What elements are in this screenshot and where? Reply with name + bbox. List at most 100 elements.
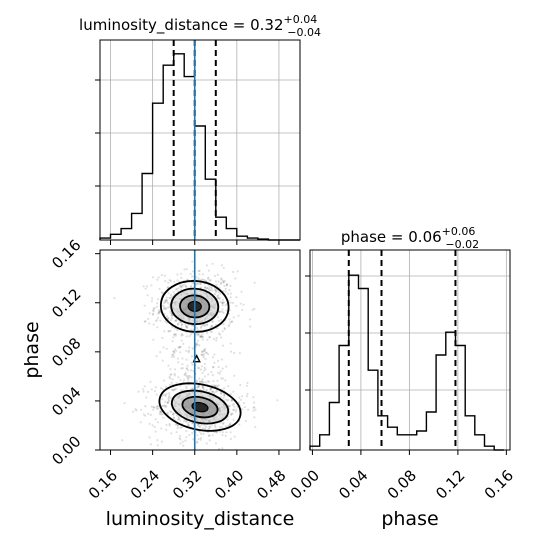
- sample-point: [152, 408, 155, 411]
- xlabel-luminosity-distance: luminosity_distance: [106, 508, 295, 530]
- sample-point: [198, 344, 201, 347]
- sample-point: [180, 285, 183, 288]
- sample-point: [148, 312, 151, 315]
- sample-point: [173, 280, 176, 283]
- sample-point: [242, 303, 245, 306]
- x-tick-label: 0.24: [127, 466, 163, 502]
- sample-point: [195, 275, 198, 279]
- sample-point: [221, 344, 224, 347]
- sample-point: [214, 391, 217, 394]
- sample-point: [164, 393, 167, 396]
- sample-point: [146, 390, 150, 393]
- sample-point: [215, 283, 218, 286]
- sample-point: [168, 424, 171, 427]
- sample-point: [212, 380, 215, 383]
- sample-point: [185, 385, 188, 388]
- sample-point: [246, 381, 249, 384]
- sample-point: [216, 390, 219, 393]
- sample-point: [205, 426, 208, 429]
- contours: [158, 280, 242, 432]
- sample-point: [157, 311, 160, 314]
- sample-point: [180, 367, 183, 370]
- sample-point: [205, 264, 208, 267]
- sample-point: [199, 430, 202, 433]
- sample-point: [159, 410, 162, 413]
- sample-point: [197, 283, 200, 286]
- sample-point: [199, 438, 202, 441]
- sample-point: [165, 405, 168, 408]
- sample-point: [195, 342, 199, 345]
- sample-point: [155, 406, 158, 409]
- sample-point: [200, 380, 204, 383]
- sample-point: [160, 291, 163, 294]
- sample-point: [237, 401, 241, 404]
- sample-point: [233, 405, 236, 408]
- sample-point: [232, 402, 235, 405]
- sample-point: [167, 292, 170, 295]
- sample-point: [185, 420, 188, 423]
- sample-point: [188, 346, 191, 349]
- sample-point: [221, 279, 225, 282]
- sample-point: [156, 278, 159, 281]
- contour-level: [191, 401, 209, 413]
- sample-point: [221, 302, 224, 305]
- sample-point: [211, 365, 215, 369]
- sample-point: [162, 379, 165, 382]
- sample-point: [232, 316, 235, 319]
- sample-point: [222, 322, 225, 326]
- sample-point: [202, 350, 205, 353]
- sample-point: [188, 424, 191, 427]
- sample-point: [162, 404, 165, 407]
- sample-point: [210, 371, 213, 374]
- sample-point: [222, 281, 225, 284]
- sample-point: [224, 434, 227, 437]
- sample-point: [223, 279, 226, 283]
- sample-point: [225, 309, 228, 312]
- sample-point: [190, 387, 193, 390]
- sample-point: [170, 312, 173, 315]
- sample-point: [174, 423, 177, 426]
- sample-point: [143, 385, 146, 388]
- sample-point: [177, 361, 180, 364]
- sample-point: [216, 386, 219, 389]
- sample-point: [208, 434, 211, 437]
- sample-point: [214, 291, 218, 294]
- sample-point: [176, 423, 179, 427]
- sample-point: [200, 424, 203, 427]
- sample-point: [228, 318, 231, 321]
- sample-point: [222, 311, 225, 314]
- sample-point: [164, 395, 167, 398]
- sample-point: [229, 284, 232, 287]
- sample-point: [156, 421, 160, 424]
- sample-point: [222, 422, 225, 425]
- sample-point: [168, 394, 171, 397]
- sample-point: [209, 387, 212, 390]
- sample-point: [166, 401, 170, 404]
- sample-point: [230, 399, 233, 402]
- sample-point: [213, 361, 216, 364]
- sample-point: [153, 306, 156, 310]
- sample-point: [200, 350, 203, 353]
- sample-point: [196, 379, 199, 382]
- x-tick-label: 0.12: [432, 466, 468, 502]
- sample-point: [190, 376, 193, 379]
- sample-point: [175, 319, 178, 322]
- sample-point: [231, 301, 235, 305]
- sample-point: [171, 326, 174, 329]
- sample-point: [156, 318, 159, 321]
- sample-point: [217, 290, 220, 293]
- sample-point: [196, 386, 200, 389]
- sample-point: [218, 447, 221, 450]
- sample-point: [197, 385, 201, 388]
- sample-point: [226, 399, 229, 402]
- y-tick-label: 0.16: [48, 236, 84, 272]
- sample-point: [199, 326, 203, 329]
- sample-point: [162, 393, 165, 396]
- sample-point: [234, 277, 237, 280]
- sample-point: [176, 357, 180, 360]
- sample-point: [217, 365, 220, 369]
- sample-point: [189, 286, 192, 289]
- sample-point: [231, 320, 234, 323]
- sample-point: [216, 273, 219, 276]
- sample-point: [232, 408, 235, 411]
